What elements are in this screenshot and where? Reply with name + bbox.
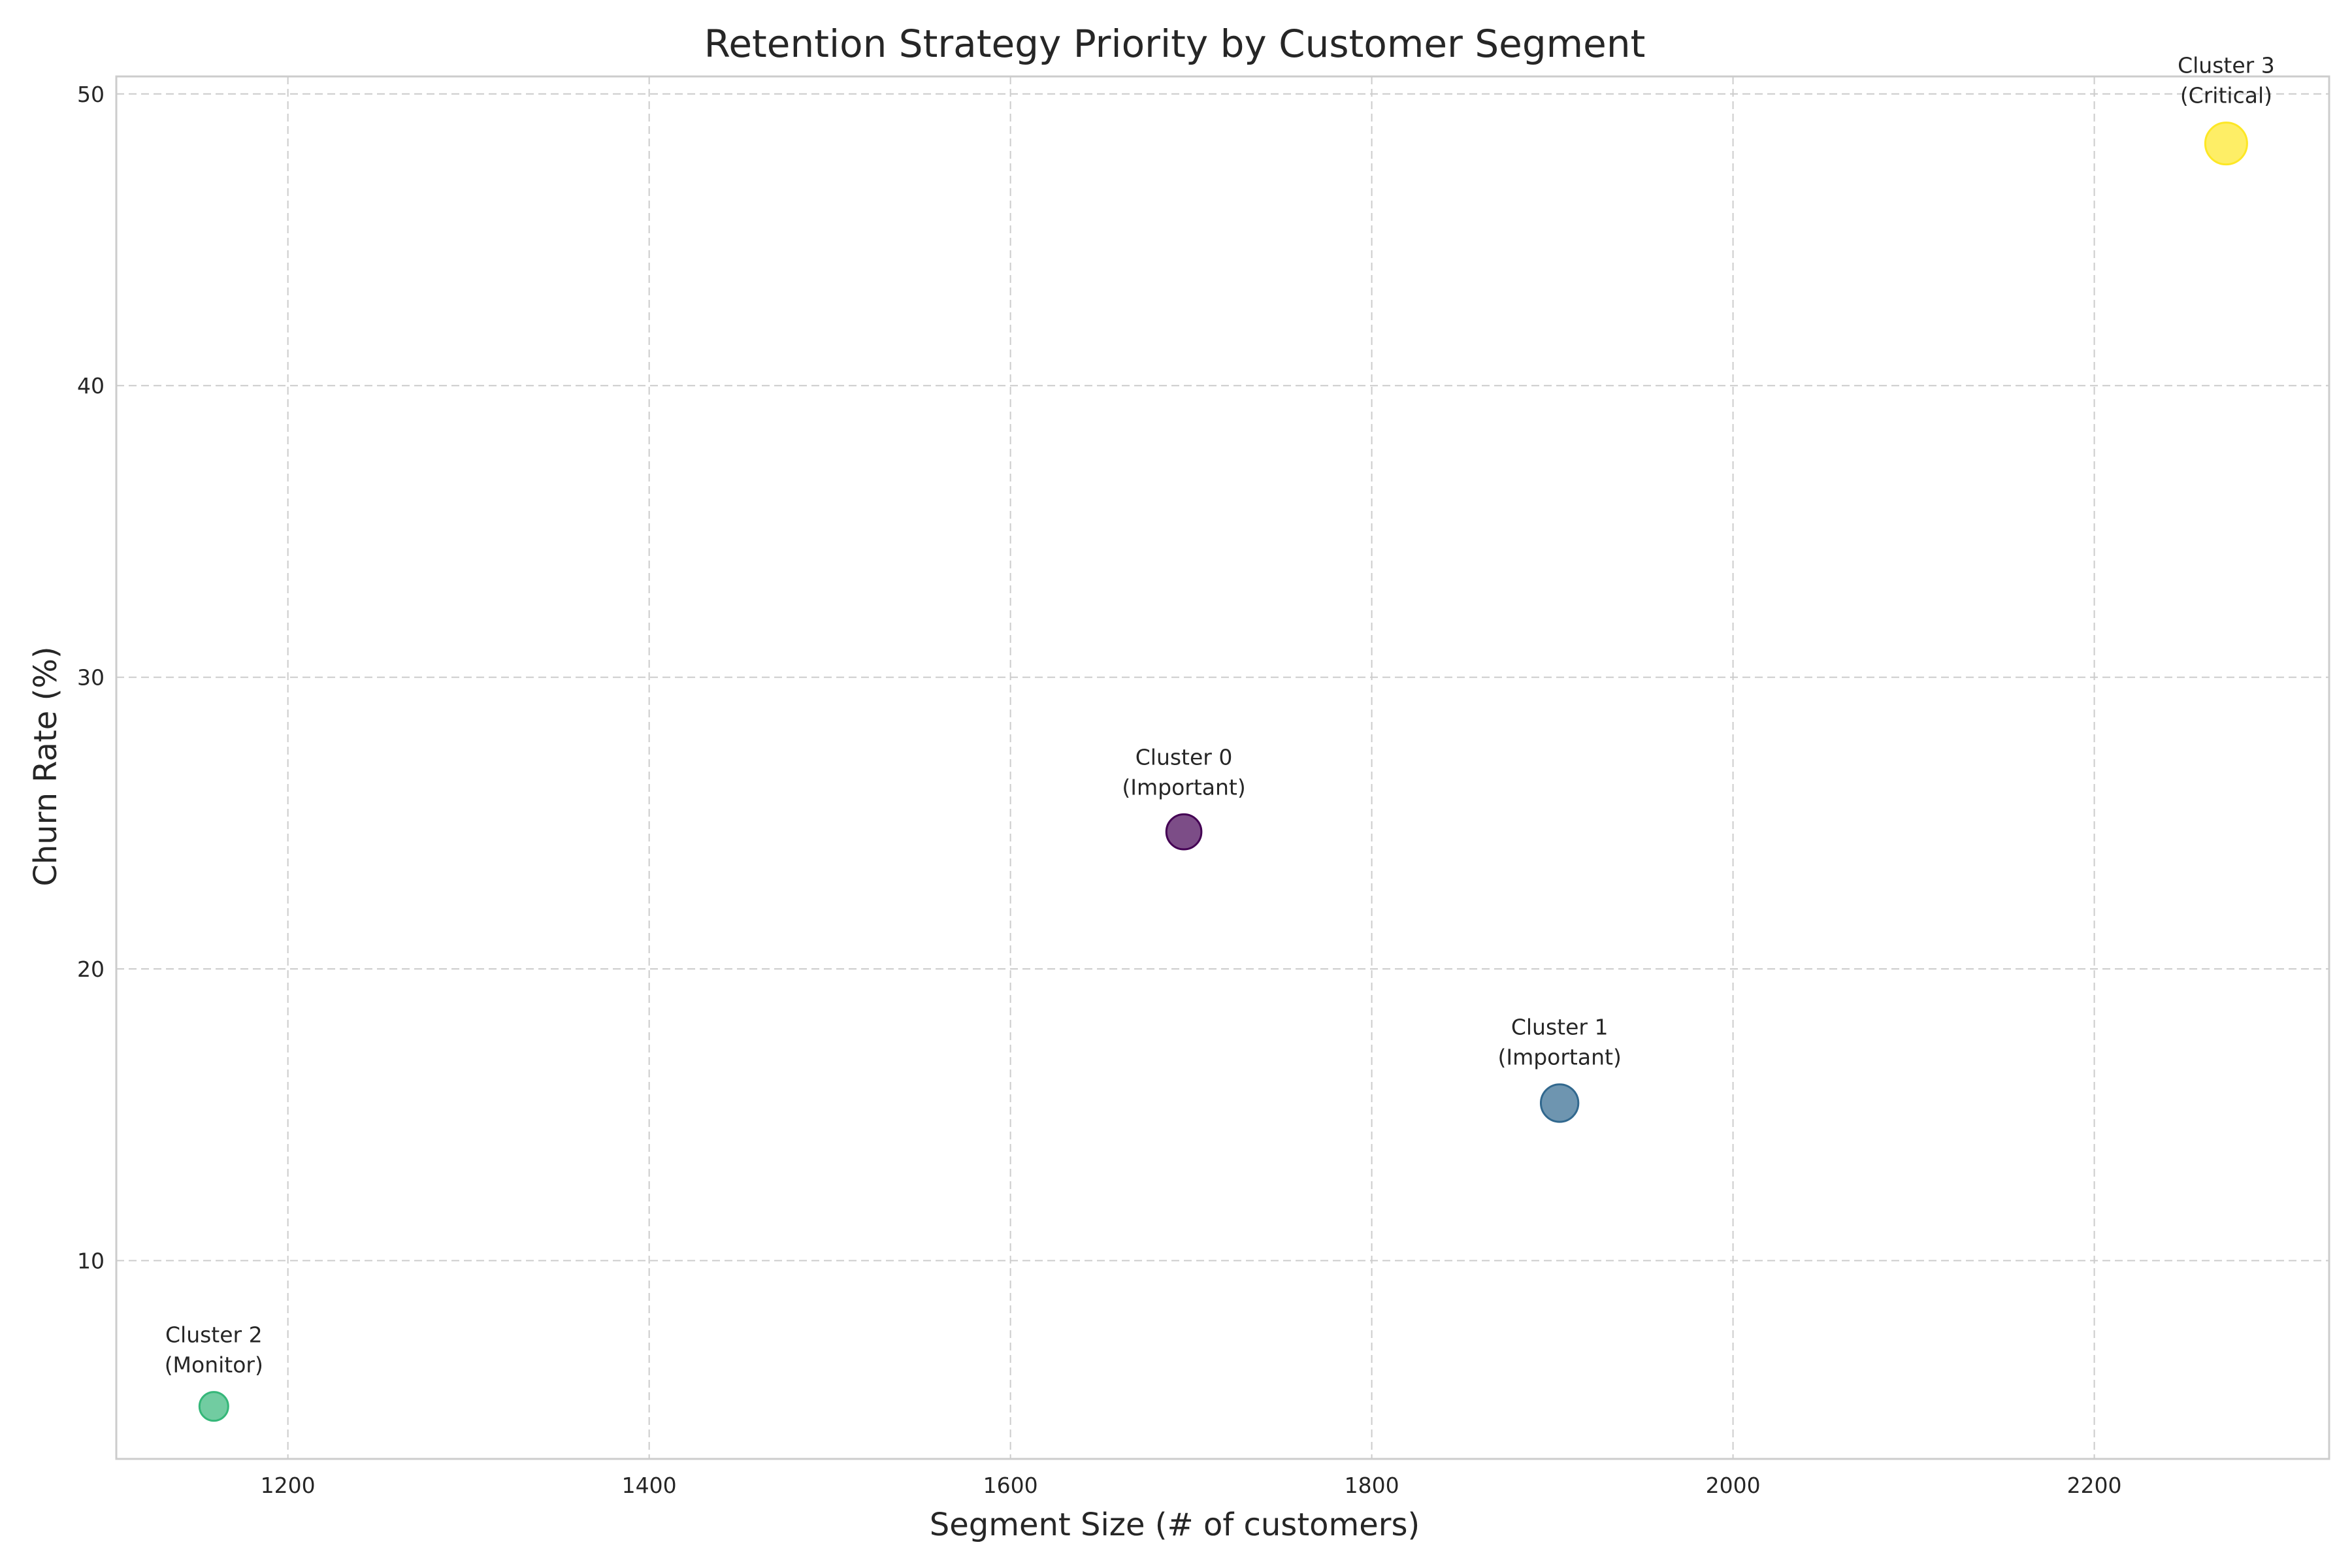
point-cluster-label: Cluster 3 [2178, 53, 2275, 78]
scatter-point [198, 1391, 229, 1422]
y-tick-label: 40 [77, 373, 105, 399]
x-tick-label: 2000 [1706, 1473, 1761, 1498]
y-axis-label: Churn Rate (%) [27, 646, 64, 886]
point-priority-label: (Important) [1122, 774, 1245, 800]
x-tick-label: 1800 [1345, 1473, 1399, 1498]
y-tick-label: 50 [77, 82, 105, 107]
scatter-point [2204, 122, 2248, 166]
point-cluster-label: Cluster 0 [1135, 744, 1233, 770]
tick-labels: 1200 1400 1600 1800 2000 2200 10 20 30 40 50 [77, 82, 2122, 1498]
x-tick-label: 2200 [2067, 1473, 2122, 1498]
y-tick-label: 30 [77, 665, 105, 691]
scatter-point [1165, 813, 1203, 851]
x-tick-label: 1200 [261, 1473, 316, 1498]
x-tick-label: 1400 [622, 1473, 677, 1498]
point-priority-label: (Critical) [2180, 83, 2272, 108]
x-axis-label: Segment Size (# of customers) [930, 1507, 1420, 1543]
point-priority-label: (Important) [1497, 1045, 1621, 1070]
point-priority-label: (Monitor) [165, 1352, 263, 1378]
y-tick-label: 10 [77, 1248, 105, 1273]
point-annotations: Cluster 0 (Important) Cluster 1 (Important)… [165, 53, 2275, 1378]
x-tick-label: 1600 [983, 1473, 1038, 1498]
data-points [198, 122, 2248, 1422]
chart-title: Retention Strategy Priority by Customer … [704, 22, 1646, 66]
plot-frame [115, 75, 2330, 1460]
point-cluster-label: Cluster 2 [165, 1322, 263, 1348]
scatter-point [1539, 1083, 1580, 1123]
point-cluster-label: Cluster 1 [1511, 1015, 1609, 1040]
y-tick-label: 20 [77, 956, 105, 982]
grid-lines [116, 76, 2329, 1459]
